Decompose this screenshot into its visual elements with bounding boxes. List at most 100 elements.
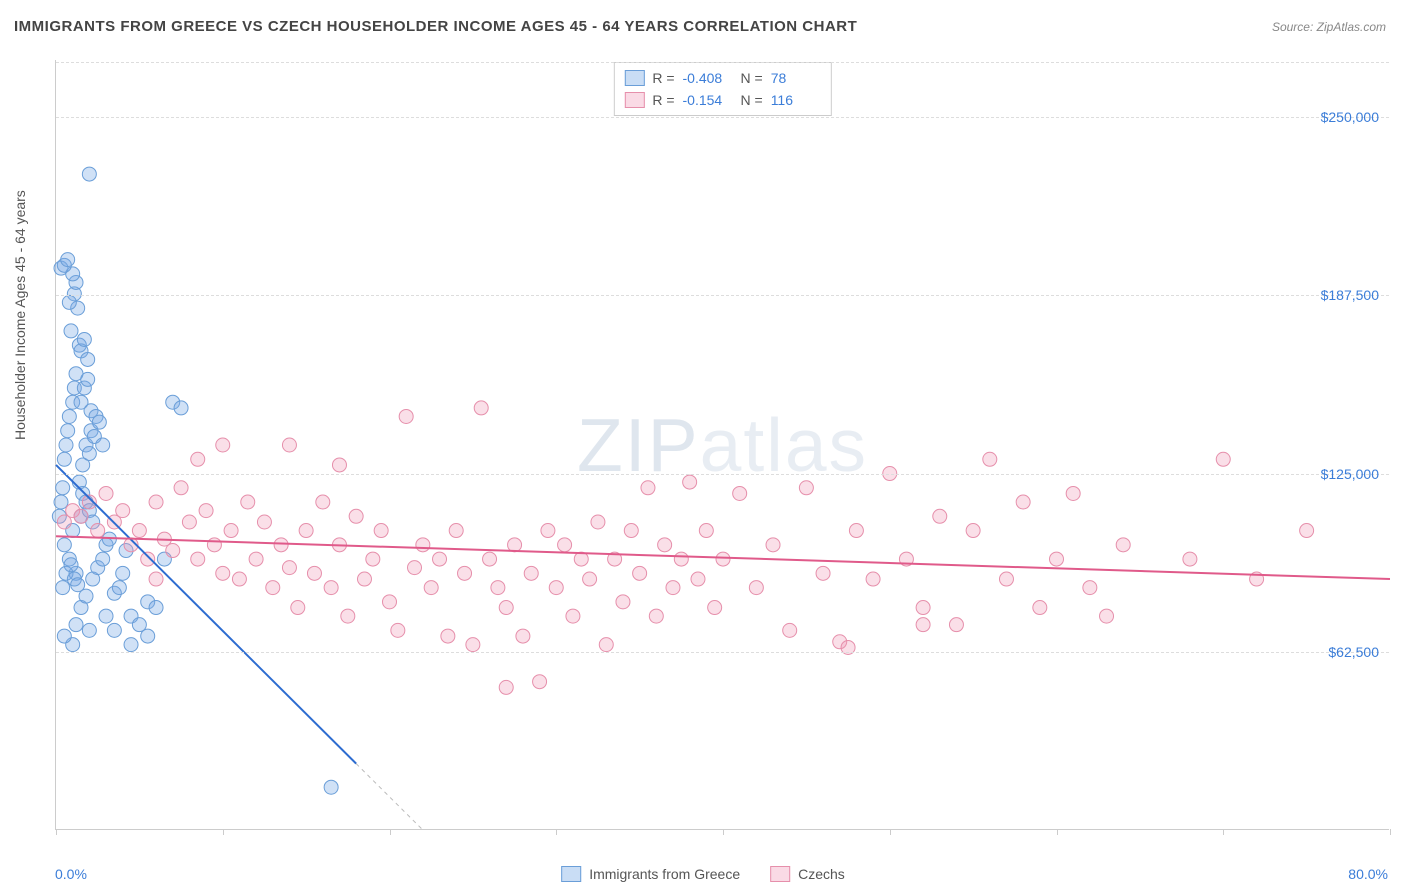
data-point	[199, 504, 213, 518]
data-point	[1066, 486, 1080, 500]
data-point	[816, 566, 830, 580]
legend-item-czech: Czechs	[770, 866, 845, 882]
data-point	[849, 524, 863, 538]
data-point	[61, 253, 75, 267]
data-point	[91, 524, 105, 538]
data-point	[691, 572, 705, 586]
data-point	[624, 524, 638, 538]
data-point	[124, 638, 138, 652]
data-point	[433, 552, 447, 566]
n-value-greece: 78	[771, 70, 821, 86]
x-axis-start-label: 0.0%	[55, 866, 87, 882]
data-point	[182, 515, 196, 529]
data-point	[349, 509, 363, 523]
data-point	[566, 609, 580, 623]
r-label: R =	[652, 92, 674, 108]
data-point	[424, 581, 438, 595]
data-point	[257, 515, 271, 529]
data-point	[749, 581, 763, 595]
r-label: R =	[652, 70, 674, 86]
legend-item-greece: Immigrants from Greece	[561, 866, 740, 882]
data-point	[699, 524, 713, 538]
data-point	[96, 552, 110, 566]
data-point	[599, 638, 613, 652]
data-point	[96, 438, 110, 452]
data-point	[474, 401, 488, 415]
data-point	[141, 629, 155, 643]
data-point	[282, 561, 296, 575]
y-tick-label: $125,000	[1321, 466, 1379, 482]
data-point	[966, 524, 980, 538]
data-point	[1183, 552, 1197, 566]
data-point	[357, 572, 371, 586]
data-point	[1083, 581, 1097, 595]
data-point	[683, 475, 697, 489]
data-point	[399, 409, 413, 423]
data-point	[983, 452, 997, 466]
data-point	[541, 524, 555, 538]
data-point	[81, 352, 95, 366]
data-point	[616, 595, 630, 609]
data-point	[149, 572, 163, 586]
data-point	[449, 524, 463, 538]
data-point	[441, 629, 455, 643]
data-point	[232, 572, 246, 586]
data-point	[524, 566, 538, 580]
y-axis-label: Householder Income Ages 45 - 64 years	[12, 190, 28, 440]
data-point	[57, 629, 71, 643]
data-point	[641, 481, 655, 495]
data-point	[516, 629, 530, 643]
data-point	[216, 438, 230, 452]
data-point	[74, 509, 88, 523]
data-point	[716, 552, 730, 566]
data-point	[549, 581, 563, 595]
swatch-pink	[770, 866, 790, 882]
data-point	[499, 601, 513, 615]
data-point	[458, 566, 472, 580]
data-point	[274, 538, 288, 552]
data-point	[933, 509, 947, 523]
data-point	[408, 561, 422, 575]
data-point	[1116, 538, 1130, 552]
data-point	[1300, 524, 1314, 538]
data-point	[949, 618, 963, 632]
chart-title: IMMIGRANTS FROM GREECE VS CZECH HOUSEHOL…	[14, 18, 857, 35]
data-point	[533, 675, 547, 689]
scatter-svg	[56, 60, 1389, 829]
trendline-extension	[356, 764, 423, 830]
y-tick-label: $187,500	[1321, 287, 1379, 303]
data-point	[307, 566, 321, 580]
data-point	[491, 581, 505, 595]
data-point	[64, 324, 78, 338]
data-point	[62, 409, 76, 423]
data-point	[62, 295, 76, 309]
data-point	[82, 623, 96, 637]
data-point	[508, 538, 522, 552]
data-point	[59, 438, 73, 452]
data-point	[708, 601, 722, 615]
data-point	[149, 495, 163, 509]
data-point	[54, 495, 68, 509]
swatch-pink	[624, 92, 644, 108]
correlation-legend: R = -0.408 N = 78 R = -0.154 N = 116	[613, 62, 831, 116]
legend-row-czech: R = -0.154 N = 116	[624, 89, 820, 111]
data-point	[266, 581, 280, 595]
y-tick-label: $250,000	[1321, 109, 1379, 125]
data-point	[77, 332, 91, 346]
data-point	[649, 609, 663, 623]
data-point	[341, 609, 355, 623]
data-point	[99, 609, 113, 623]
data-point	[466, 638, 480, 652]
data-point	[332, 458, 346, 472]
data-point	[207, 538, 221, 552]
data-point	[216, 566, 230, 580]
legend-row-greece: R = -0.408 N = 78	[624, 67, 820, 89]
data-point	[224, 524, 238, 538]
data-point	[112, 581, 126, 595]
data-point	[1216, 452, 1230, 466]
data-point	[1033, 601, 1047, 615]
legend-label: Czechs	[798, 866, 845, 882]
data-point	[558, 538, 572, 552]
data-point	[174, 401, 188, 415]
data-point	[633, 566, 647, 580]
